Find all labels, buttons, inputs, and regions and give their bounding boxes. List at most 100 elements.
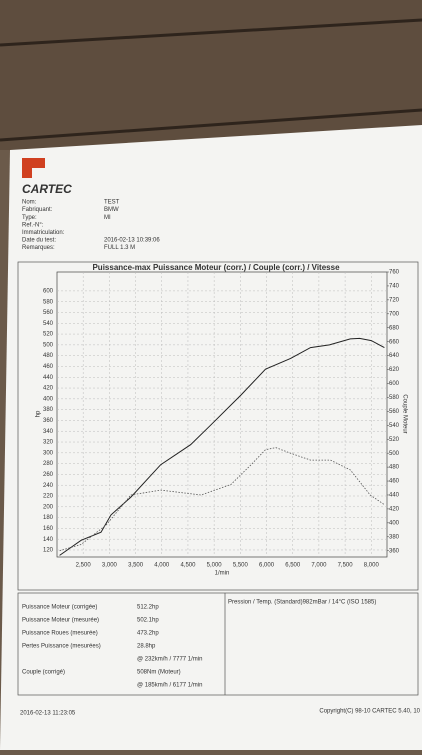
field-label: Remarques: xyxy=(22,245,55,251)
field-label: Nom: xyxy=(22,200,37,206)
x-tick-label: 3,000 xyxy=(102,563,118,569)
plot-area xyxy=(56,271,388,558)
x-tick-label: 8,000 xyxy=(364,563,380,569)
result-value: @ 232km/h / 7777 1/min xyxy=(137,657,202,663)
y2-tick-label: 700 xyxy=(389,311,400,317)
y2-tick-label: 520 xyxy=(389,437,400,443)
x-label: 1/min xyxy=(215,571,230,577)
plank-gap xyxy=(0,108,422,142)
y2-tick-label: 580 xyxy=(389,395,400,401)
y2-label: Couple Moteur xyxy=(401,394,407,433)
logo-mark xyxy=(22,158,45,178)
y2-tick-label: 600 xyxy=(389,381,400,387)
y2-tick-label: 640 xyxy=(389,353,400,359)
chart-frame xyxy=(17,261,419,591)
series-line xyxy=(59,337,385,556)
y-tick-label: 260 xyxy=(43,472,54,478)
y2-tick-label: 560 xyxy=(389,409,400,415)
y2-tick-label: 400 xyxy=(389,520,400,526)
field-value: TEST xyxy=(104,200,120,206)
footer-copyright: Copyright(C) 98-10 CARTEC 5.40, 10 xyxy=(319,709,420,715)
x-tick-label: 3,500 xyxy=(128,563,144,569)
y-tick-label: 320 xyxy=(43,440,54,446)
y-tick-label: 200 xyxy=(43,504,54,510)
result-value: 508Nm (Moteur) xyxy=(137,670,181,676)
field-value: 2016-02-13 10:39:06 xyxy=(104,238,160,244)
y-tick-label: 460 xyxy=(43,364,54,370)
y-tick-label: 400 xyxy=(43,396,54,402)
logo: CARTEC xyxy=(22,182,72,196)
x-tick-label: 5,000 xyxy=(207,563,223,569)
field-value: MI xyxy=(104,215,111,221)
field-label: Date du test: xyxy=(22,238,56,244)
y2-tick-label: 660 xyxy=(389,339,400,345)
y-tick-label: 520 xyxy=(43,332,54,338)
x-tick-label: 7,500 xyxy=(338,563,354,569)
result-value: @ 185km/h / 6177 1/min xyxy=(137,683,202,689)
y-tick-label: 500 xyxy=(43,342,54,348)
footer-date: 2016-02-13 11:23:05 xyxy=(20,711,76,717)
y2-tick-label: 360 xyxy=(389,548,400,554)
result-label: Pertes Puissance (mesurées) xyxy=(22,644,101,650)
y2-tick-label: 500 xyxy=(389,451,400,457)
field-label: Ref.-N°: xyxy=(22,222,44,228)
field-value: BMW xyxy=(104,207,119,213)
result-value: 502.1hp xyxy=(137,618,159,624)
y-tick-label: 420 xyxy=(43,386,54,392)
result-label: Puissance Moteur (mesurée) xyxy=(22,618,99,624)
y2-tick-label: 680 xyxy=(389,325,400,331)
y2-tick-label: 420 xyxy=(389,506,400,512)
y2-tick-label: 740 xyxy=(389,284,400,290)
conditions: Pression / Temp. (Standard)982mBar / 14°… xyxy=(228,600,376,606)
x-tick-label: 6,000 xyxy=(259,563,275,569)
y2-tick-label: 760 xyxy=(389,270,400,276)
y-tick-label: 340 xyxy=(43,429,54,435)
y2-tick-label: 440 xyxy=(389,493,400,499)
y-tick-label: 280 xyxy=(43,461,54,467)
y-tick-label: 580 xyxy=(43,299,54,305)
y-tick-label: 300 xyxy=(43,450,54,456)
y-tick-label: 180 xyxy=(43,515,54,521)
result-value: 473.2hp xyxy=(137,631,159,637)
y2-tick-label: 380 xyxy=(389,534,400,540)
y-tick-label: 540 xyxy=(43,321,54,327)
x-tick-label: 5,500 xyxy=(233,563,249,569)
y2-tick-label: 480 xyxy=(389,465,400,471)
result-value: 28.8hp xyxy=(137,644,156,650)
results-frame xyxy=(17,592,419,696)
plank-gap xyxy=(0,18,422,47)
paper xyxy=(0,125,422,750)
x-tick-label: 4,500 xyxy=(180,563,196,569)
y-tick-label: 220 xyxy=(43,494,54,500)
y-tick-label: 140 xyxy=(43,537,54,543)
x-tick-label: 4,000 xyxy=(154,563,170,569)
field-label: Fabriquant: xyxy=(22,207,53,213)
result-label: Puissance Moteur (corrigée) xyxy=(22,605,97,611)
chart-title: Puissance-max Puissance Moteur (corr.) /… xyxy=(92,263,340,272)
y-tick-label: 160 xyxy=(43,526,54,532)
y-tick-label: 240 xyxy=(43,483,54,489)
y2-tick-label: 460 xyxy=(389,479,400,485)
y-tick-label: 600 xyxy=(43,288,54,294)
field-label: Type: xyxy=(22,215,37,221)
field-label: Immatriculation: xyxy=(22,230,65,236)
y2-tick-label: 720 xyxy=(389,297,400,303)
y-tick-label: 440 xyxy=(43,375,54,381)
y2-tick-label: 540 xyxy=(389,423,400,429)
y-tick-label: 120 xyxy=(43,548,54,554)
result-value: 512.2hp xyxy=(137,605,159,611)
y-tick-label: 380 xyxy=(43,407,54,413)
y-tick-label: 360 xyxy=(43,418,54,424)
x-tick-label: 7,000 xyxy=(311,563,327,569)
y-tick-label: 480 xyxy=(43,353,54,359)
y2-tick-label: 620 xyxy=(389,367,400,373)
y-tick-label: 560 xyxy=(43,310,54,316)
field-value: FULL 1.3 M xyxy=(104,245,135,251)
x-tick-label: 2,500 xyxy=(76,563,92,569)
x-tick-label: 6,500 xyxy=(285,563,301,569)
result-label: Couple (corrigé) xyxy=(22,670,65,676)
result-label: Puissance Roues (mesurée) xyxy=(22,631,98,637)
y-label: hp xyxy=(36,410,42,417)
